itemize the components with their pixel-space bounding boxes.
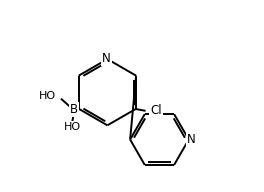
Text: HO: HO bbox=[64, 122, 81, 132]
Text: B: B bbox=[70, 103, 78, 116]
Text: N: N bbox=[102, 52, 111, 65]
Text: Cl: Cl bbox=[150, 104, 162, 117]
Text: HO: HO bbox=[39, 91, 56, 102]
Text: N: N bbox=[187, 133, 196, 146]
